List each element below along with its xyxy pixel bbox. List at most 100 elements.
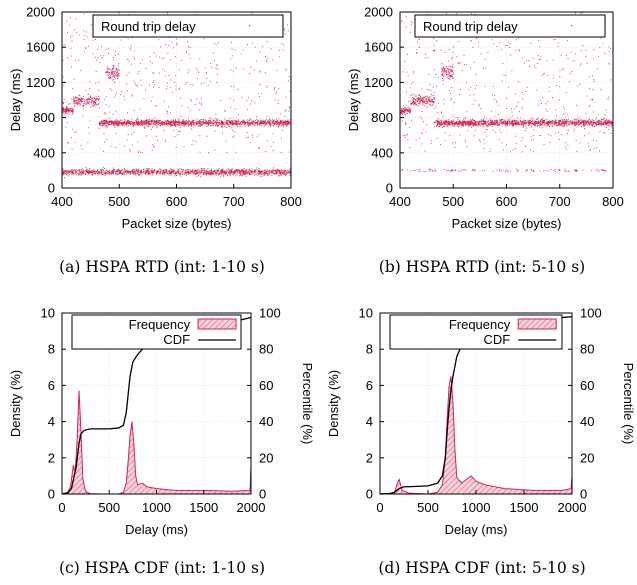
scatter-point xyxy=(284,123,286,124)
scatter-point xyxy=(221,126,223,128)
scatter-point xyxy=(533,121,535,123)
scatter-point xyxy=(151,122,153,124)
scatter-point xyxy=(267,121,269,123)
scatter-point xyxy=(246,119,248,121)
scatter-point xyxy=(453,119,455,121)
scatter-point xyxy=(180,124,182,126)
scatter-point xyxy=(225,171,227,173)
scatter-point xyxy=(454,123,456,124)
scatter-point xyxy=(508,119,510,121)
scatter-point xyxy=(583,125,585,127)
scatter-point xyxy=(446,123,448,125)
scatter-point xyxy=(178,121,180,123)
scatter-point xyxy=(238,123,240,125)
scatter-point xyxy=(487,123,489,125)
scatter-point xyxy=(204,172,206,174)
scatter-point xyxy=(281,122,283,124)
scatter-point xyxy=(164,70,166,72)
scatter-point xyxy=(269,124,271,126)
scatter-point xyxy=(152,124,154,126)
scatter-point xyxy=(574,124,576,126)
scatter-point xyxy=(261,120,263,122)
scatter-point xyxy=(65,108,67,110)
scatter-point xyxy=(234,131,236,133)
scatter-point xyxy=(187,171,189,173)
scatter-point xyxy=(593,119,595,121)
scatter-point xyxy=(103,120,105,122)
scatter-point xyxy=(216,82,217,84)
scatter-point xyxy=(177,170,179,172)
scatter-point xyxy=(230,123,232,125)
scatter-point xyxy=(108,77,110,79)
scatter-point xyxy=(548,122,550,124)
scatter-point xyxy=(64,109,66,111)
scatter-point xyxy=(225,172,227,174)
scatter-point xyxy=(563,124,565,126)
scatter-point xyxy=(239,170,241,172)
scatter-point xyxy=(232,120,234,122)
scatter-point xyxy=(175,174,177,176)
scatter-point xyxy=(166,120,168,122)
scatter-point xyxy=(124,119,125,121)
scatter-point xyxy=(241,171,243,173)
scatter-point xyxy=(265,119,267,121)
scatter-point xyxy=(279,173,281,175)
scatter-point xyxy=(127,172,129,174)
scatter-point xyxy=(256,116,258,118)
scatter-point xyxy=(120,124,122,126)
scatter-point xyxy=(446,125,448,127)
scatter-point xyxy=(109,121,111,123)
scatter-point xyxy=(220,170,222,172)
scatter-point xyxy=(248,172,250,174)
scatter-point xyxy=(231,171,233,173)
scatter-point xyxy=(583,123,585,125)
scatter-point xyxy=(83,38,85,40)
scatter-point xyxy=(101,123,103,125)
scatter-point xyxy=(93,101,95,103)
scatter-point xyxy=(63,171,65,173)
scatter-point xyxy=(227,175,229,177)
scatter-point xyxy=(173,169,175,171)
scatter-point xyxy=(227,174,228,176)
scatter-point xyxy=(77,102,79,104)
scatter-point xyxy=(533,121,535,123)
scatter-point xyxy=(286,121,288,123)
scatter-point xyxy=(169,123,171,125)
scatter-point xyxy=(553,123,555,125)
scatter-point xyxy=(250,169,252,171)
scatter-point xyxy=(93,171,95,173)
scatter-point xyxy=(189,123,191,125)
scatter-point xyxy=(280,174,282,176)
scatter-point xyxy=(165,121,167,123)
scatter-point xyxy=(221,122,223,124)
scatter-point xyxy=(529,122,531,124)
scatter-point xyxy=(171,174,173,176)
scatter-point xyxy=(109,172,111,174)
scatter-point xyxy=(112,76,114,78)
scatter-point xyxy=(471,120,472,122)
scatter-point xyxy=(128,121,130,123)
scatter-point xyxy=(71,55,73,57)
scatter-point xyxy=(565,118,567,120)
scatter-point xyxy=(212,125,214,127)
scatter-point xyxy=(254,123,256,125)
scatter-point xyxy=(183,123,185,125)
scatter-point xyxy=(450,120,452,122)
scatter-point xyxy=(217,124,219,126)
scatter-point xyxy=(212,122,214,124)
scatter-point xyxy=(280,173,282,175)
scatter-point xyxy=(455,169,457,171)
scatter-point xyxy=(266,122,268,124)
scatter-point xyxy=(276,69,278,71)
scatter-point xyxy=(136,170,138,172)
scatter-point xyxy=(175,121,177,123)
scatter-point xyxy=(113,74,115,76)
scatter-point xyxy=(475,124,477,126)
scatter-point xyxy=(141,122,143,124)
scatter-point xyxy=(120,91,122,93)
scatter-point xyxy=(112,170,114,172)
scatter-point xyxy=(235,121,237,123)
scatter-point xyxy=(222,121,224,123)
scatter-point xyxy=(130,120,132,122)
scatter-point xyxy=(77,98,79,100)
